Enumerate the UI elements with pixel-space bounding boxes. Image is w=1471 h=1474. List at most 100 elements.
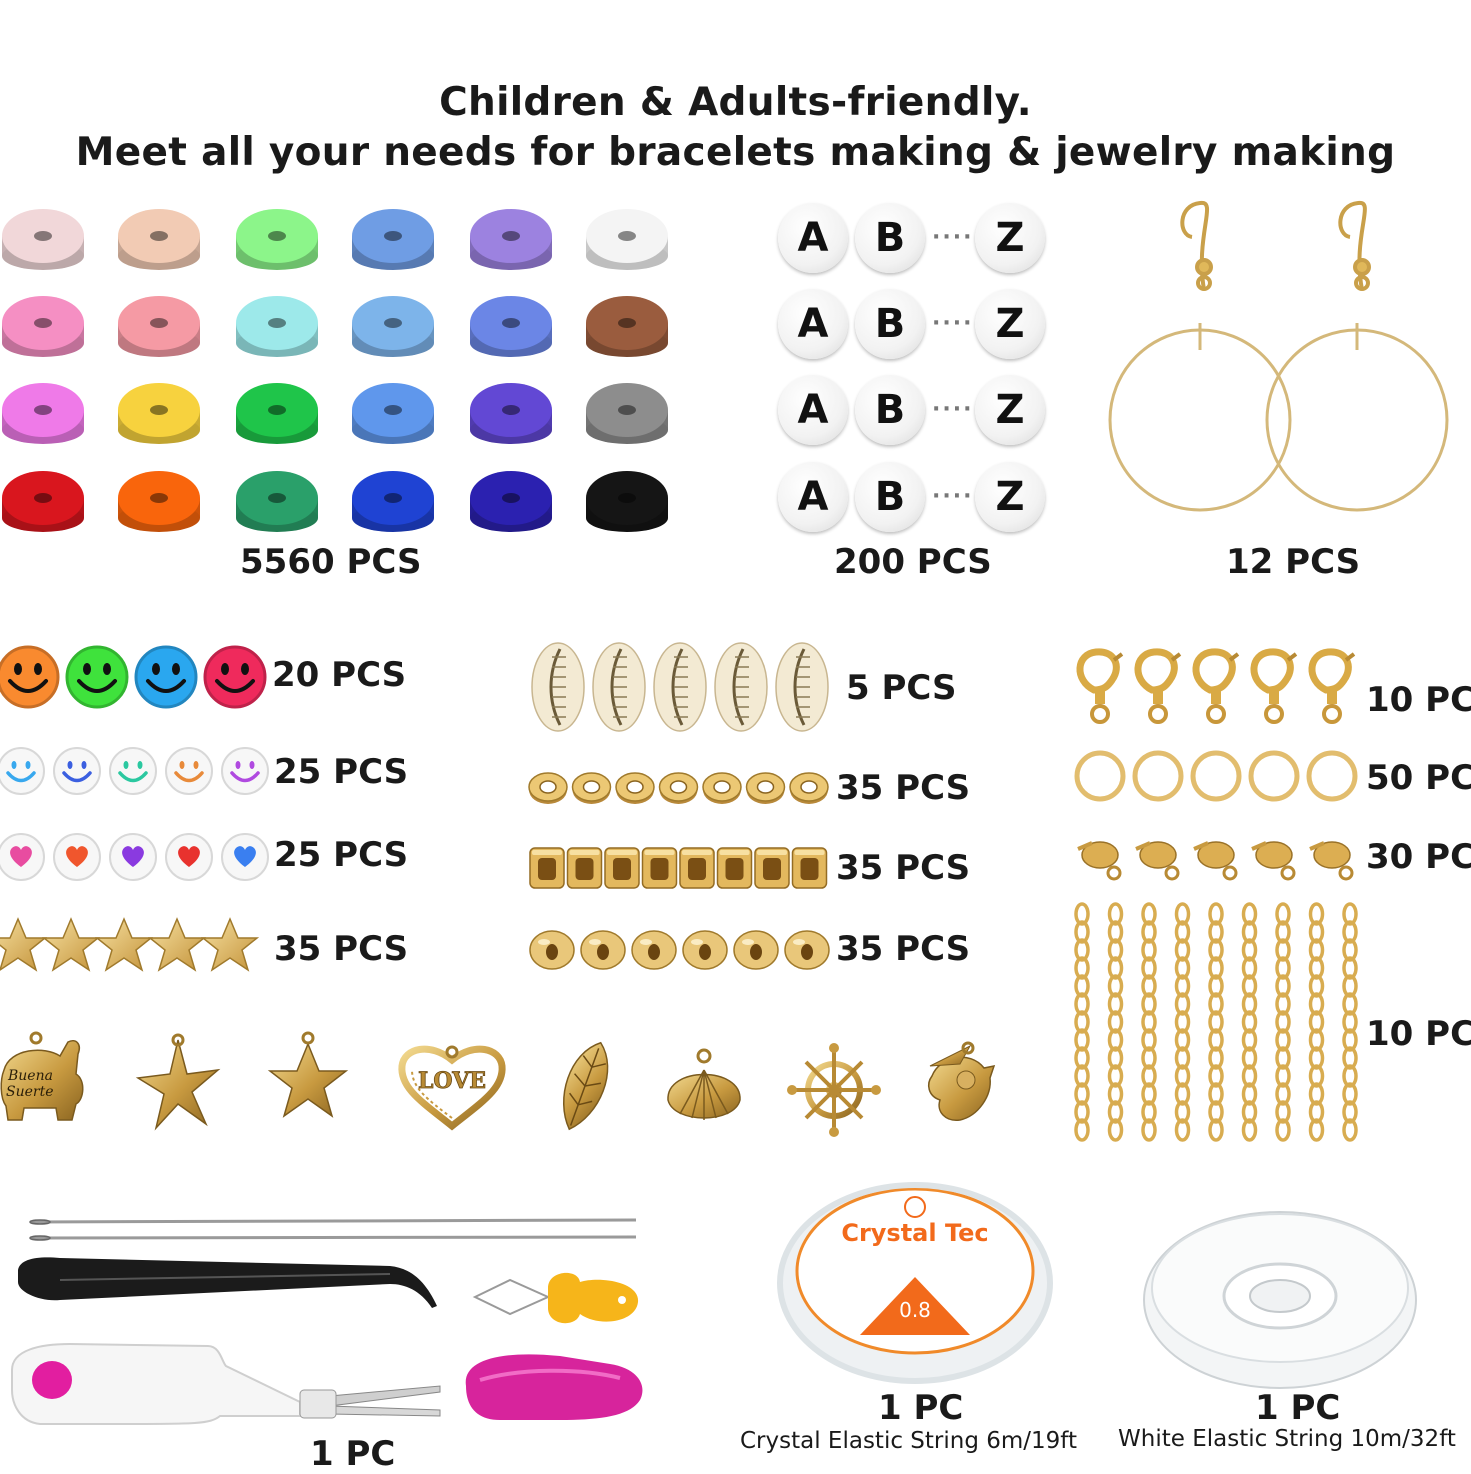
jump-ring-icon [1190,750,1242,802]
hoop-ring-icon [1108,323,1292,512]
letter-ellipsis: ···· [932,225,974,250]
star-charm-icon [267,1031,349,1118]
cupid-charm-icon [927,1041,996,1121]
round-spacer-icon [631,930,677,970]
heart-beads-quantity: 25 PCS [274,835,409,875]
spool-brand-label: Crystal Tec [841,1219,988,1247]
lobster-clasp-icon [1134,648,1182,724]
jump-ring-icon [1306,750,1358,802]
crimp-cover-icon [1193,841,1238,881]
lobster-clasp-icon [1192,648,1240,724]
extender-chain-icon [1174,902,1191,1142]
white-smiley-bead-icon [109,747,157,795]
round-spacer-icon [529,930,575,970]
cowrie-shell-row [531,642,829,732]
flat-spacer-icon [702,772,742,804]
clay-disc-bead [2,209,84,270]
spool-label-ring [795,1187,1035,1355]
tools-image [11,1218,643,1425]
heart-bead-icon [0,833,45,881]
white-smiley-bead-icon [53,747,101,795]
letter-ellipsis: ···· [932,311,974,336]
letter-bead-a: A [778,462,848,532]
shell-charm-icon [667,1048,741,1120]
extender-chain-icon [1107,902,1124,1142]
crimp-covers-quantity: 30 PCS [1366,837,1471,877]
tweezers-icon [18,1257,437,1308]
heart-bead-icon [109,833,157,881]
cube-spacer-icon [566,847,603,889]
letter-bead-z: Z [975,462,1045,532]
jump-ring-row [1074,750,1358,802]
white-smiley-bead-icon [0,747,45,795]
letter-bead-b: B [855,462,925,532]
cowrie-shell-icon [531,642,585,732]
letter-bead-a: A [778,375,848,445]
cowrie-shell-icon [714,642,768,732]
extender-chain-row [1074,902,1358,1142]
flat-spacers-quantity: 35 PCS [836,768,971,808]
extender-chain-icon [1275,902,1291,1142]
flat-spacer-icon [528,772,568,804]
beading-needle-icon [29,1218,637,1225]
letter-bead-b: B [855,375,925,445]
clay-disc-bead [2,383,84,444]
extender-chain-icon [1308,902,1325,1142]
leaf-charm-icon [562,1041,609,1131]
clay-disc-bead [118,296,200,357]
cowrie-shell-icon [775,642,829,732]
cube-spacer-icon [529,847,565,889]
needle-threader-icon [472,1272,639,1324]
cube-spacer-icon [679,847,715,889]
extender-chain-icon [1074,902,1090,1142]
elephant-charm-icon: Buena Suerte [0,1031,84,1121]
star-bead-icon [94,917,154,972]
crystal-string-quantity: 1 PC [878,1388,964,1428]
white-string-spool [1143,1211,1417,1389]
clay-disc-bead [586,383,668,444]
round-spacer-icon [784,930,830,970]
star-bead-icon [200,917,260,972]
round-spacer-icon [733,930,779,970]
white-smiley-beads-quantity: 25 PCS [274,752,409,792]
letter-bead-z: Z [975,203,1045,273]
cube-spacer-icon [604,847,640,889]
cowrie-shell-icon [653,642,707,732]
scissors-cap-icon [465,1354,643,1420]
crimp-cover-row [1077,841,1354,881]
cube-spacer-icon [791,847,828,889]
tools-quantity: 1 PC [310,1434,396,1474]
extender-chain-icon [1208,902,1224,1142]
round-spacer-row [529,930,830,970]
flat-spacer-icon [571,772,612,804]
crimp-cover-icon [1077,841,1122,881]
flat-spacer-icon [658,772,699,804]
flat-spacer-row [528,772,829,804]
star-bead-icon [0,917,48,972]
crystal-string-spool: Crystal Tec 0.8 [777,1182,1053,1384]
round-spacers-quantity: 35 PCS [836,929,971,969]
clay-disc-bead [470,296,552,357]
clay-disc-bead [470,471,552,532]
love-charm-text: LOVE [418,1068,486,1094]
letter-beads-quantity: 200 PCS [834,542,992,582]
elephant-charm-text-1: Buena [7,1068,53,1084]
clay-disc-bead [352,209,434,270]
clay-disc-bead [236,471,318,532]
clay-disc-bead [118,383,200,444]
clay-disc-bead [586,209,668,270]
clay-disc-bead [118,209,200,270]
jump-rings-quantity: 50 PCS [1366,758,1471,798]
extender-chain-icon [1342,902,1358,1142]
clay-disc-bead [586,471,668,532]
extender-chain-icon [1141,902,1157,1142]
white-string-quantity: 1 PC [1255,1388,1341,1428]
white-smiley-bead-icon [165,747,213,795]
header-line-1: Children & Adults-friendly. [439,80,1032,125]
flat-spacer-icon [615,772,655,804]
cube-spacer-icon [754,847,790,889]
heart-bead-icon [165,833,213,881]
lobster-clasp-icon [1308,648,1356,724]
header-line-2: Meet all your needs for bracelets making… [75,130,1396,175]
smiley-bead-icon [203,645,267,709]
